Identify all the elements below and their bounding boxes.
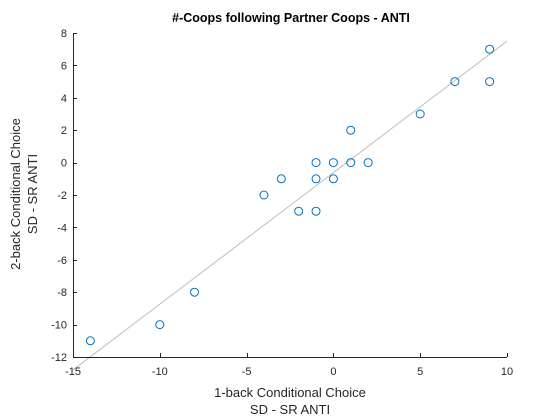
- scatter-point: [328, 158, 338, 168]
- scatter-point: [155, 320, 165, 330]
- scatter-point: [311, 174, 321, 184]
- y-tick-label: -2: [57, 190, 67, 202]
- scatter-point: [450, 77, 460, 87]
- scatter-point: [485, 44, 495, 54]
- x-axis-label-line-2: SD - SR ANTI: [250, 402, 330, 417]
- y-tick-label: -8: [57, 287, 67, 299]
- scatter-point: [346, 125, 356, 135]
- y-tick-label: 8: [61, 28, 67, 40]
- fit-line-layer: [72, 40, 508, 371]
- y-tick-label: -6: [57, 255, 67, 267]
- chart-title: #-Coops following Partner Coops - ANTI: [172, 11, 410, 25]
- y-tick-label: 6: [61, 60, 67, 72]
- y-axis-label-line-2: SD - SR ANTI: [25, 154, 40, 234]
- scatter-point: [311, 158, 321, 168]
- scatter-point: [311, 206, 321, 216]
- fit-line: [72, 40, 508, 371]
- y-tick-label: -12: [51, 352, 67, 364]
- scatter-point: [346, 158, 356, 168]
- points-layer: [85, 44, 495, 346]
- x-axis-label-line-1: 1-back Conditional Choice: [214, 385, 366, 400]
- x-tick-label: -5: [242, 366, 252, 378]
- y-tick-label: 2: [61, 125, 67, 137]
- x-tick-label: 5: [417, 366, 423, 378]
- x-tick-label: 0: [330, 366, 336, 378]
- y-tick-label: 0: [61, 158, 67, 170]
- scatter-point: [294, 206, 304, 216]
- scatter-point: [85, 336, 95, 346]
- x-tick-label: -15: [65, 366, 81, 378]
- scatter-point: [276, 174, 286, 184]
- y-tick-label: 4: [61, 93, 67, 105]
- scatter-point: [415, 109, 425, 119]
- scatter-point: [328, 174, 338, 184]
- axes-layer: -15 -10 -5 0 5 10 -12 -10 -8 -6 -4 -2 0 2 4 6 8: [51, 28, 513, 378]
- scatter-point: [363, 158, 373, 168]
- scatter-point: [190, 287, 200, 297]
- scatter-point: [259, 190, 269, 200]
- y-tick-label: -10: [51, 320, 67, 332]
- scatter-point: [485, 77, 495, 87]
- y-axis-label-line-1: 2-back Conditional Choice: [8, 118, 23, 270]
- y-tick-label: -4: [57, 222, 67, 234]
- x-tick-label: 10: [501, 366, 513, 378]
- x-tick-label: -10: [152, 366, 168, 378]
